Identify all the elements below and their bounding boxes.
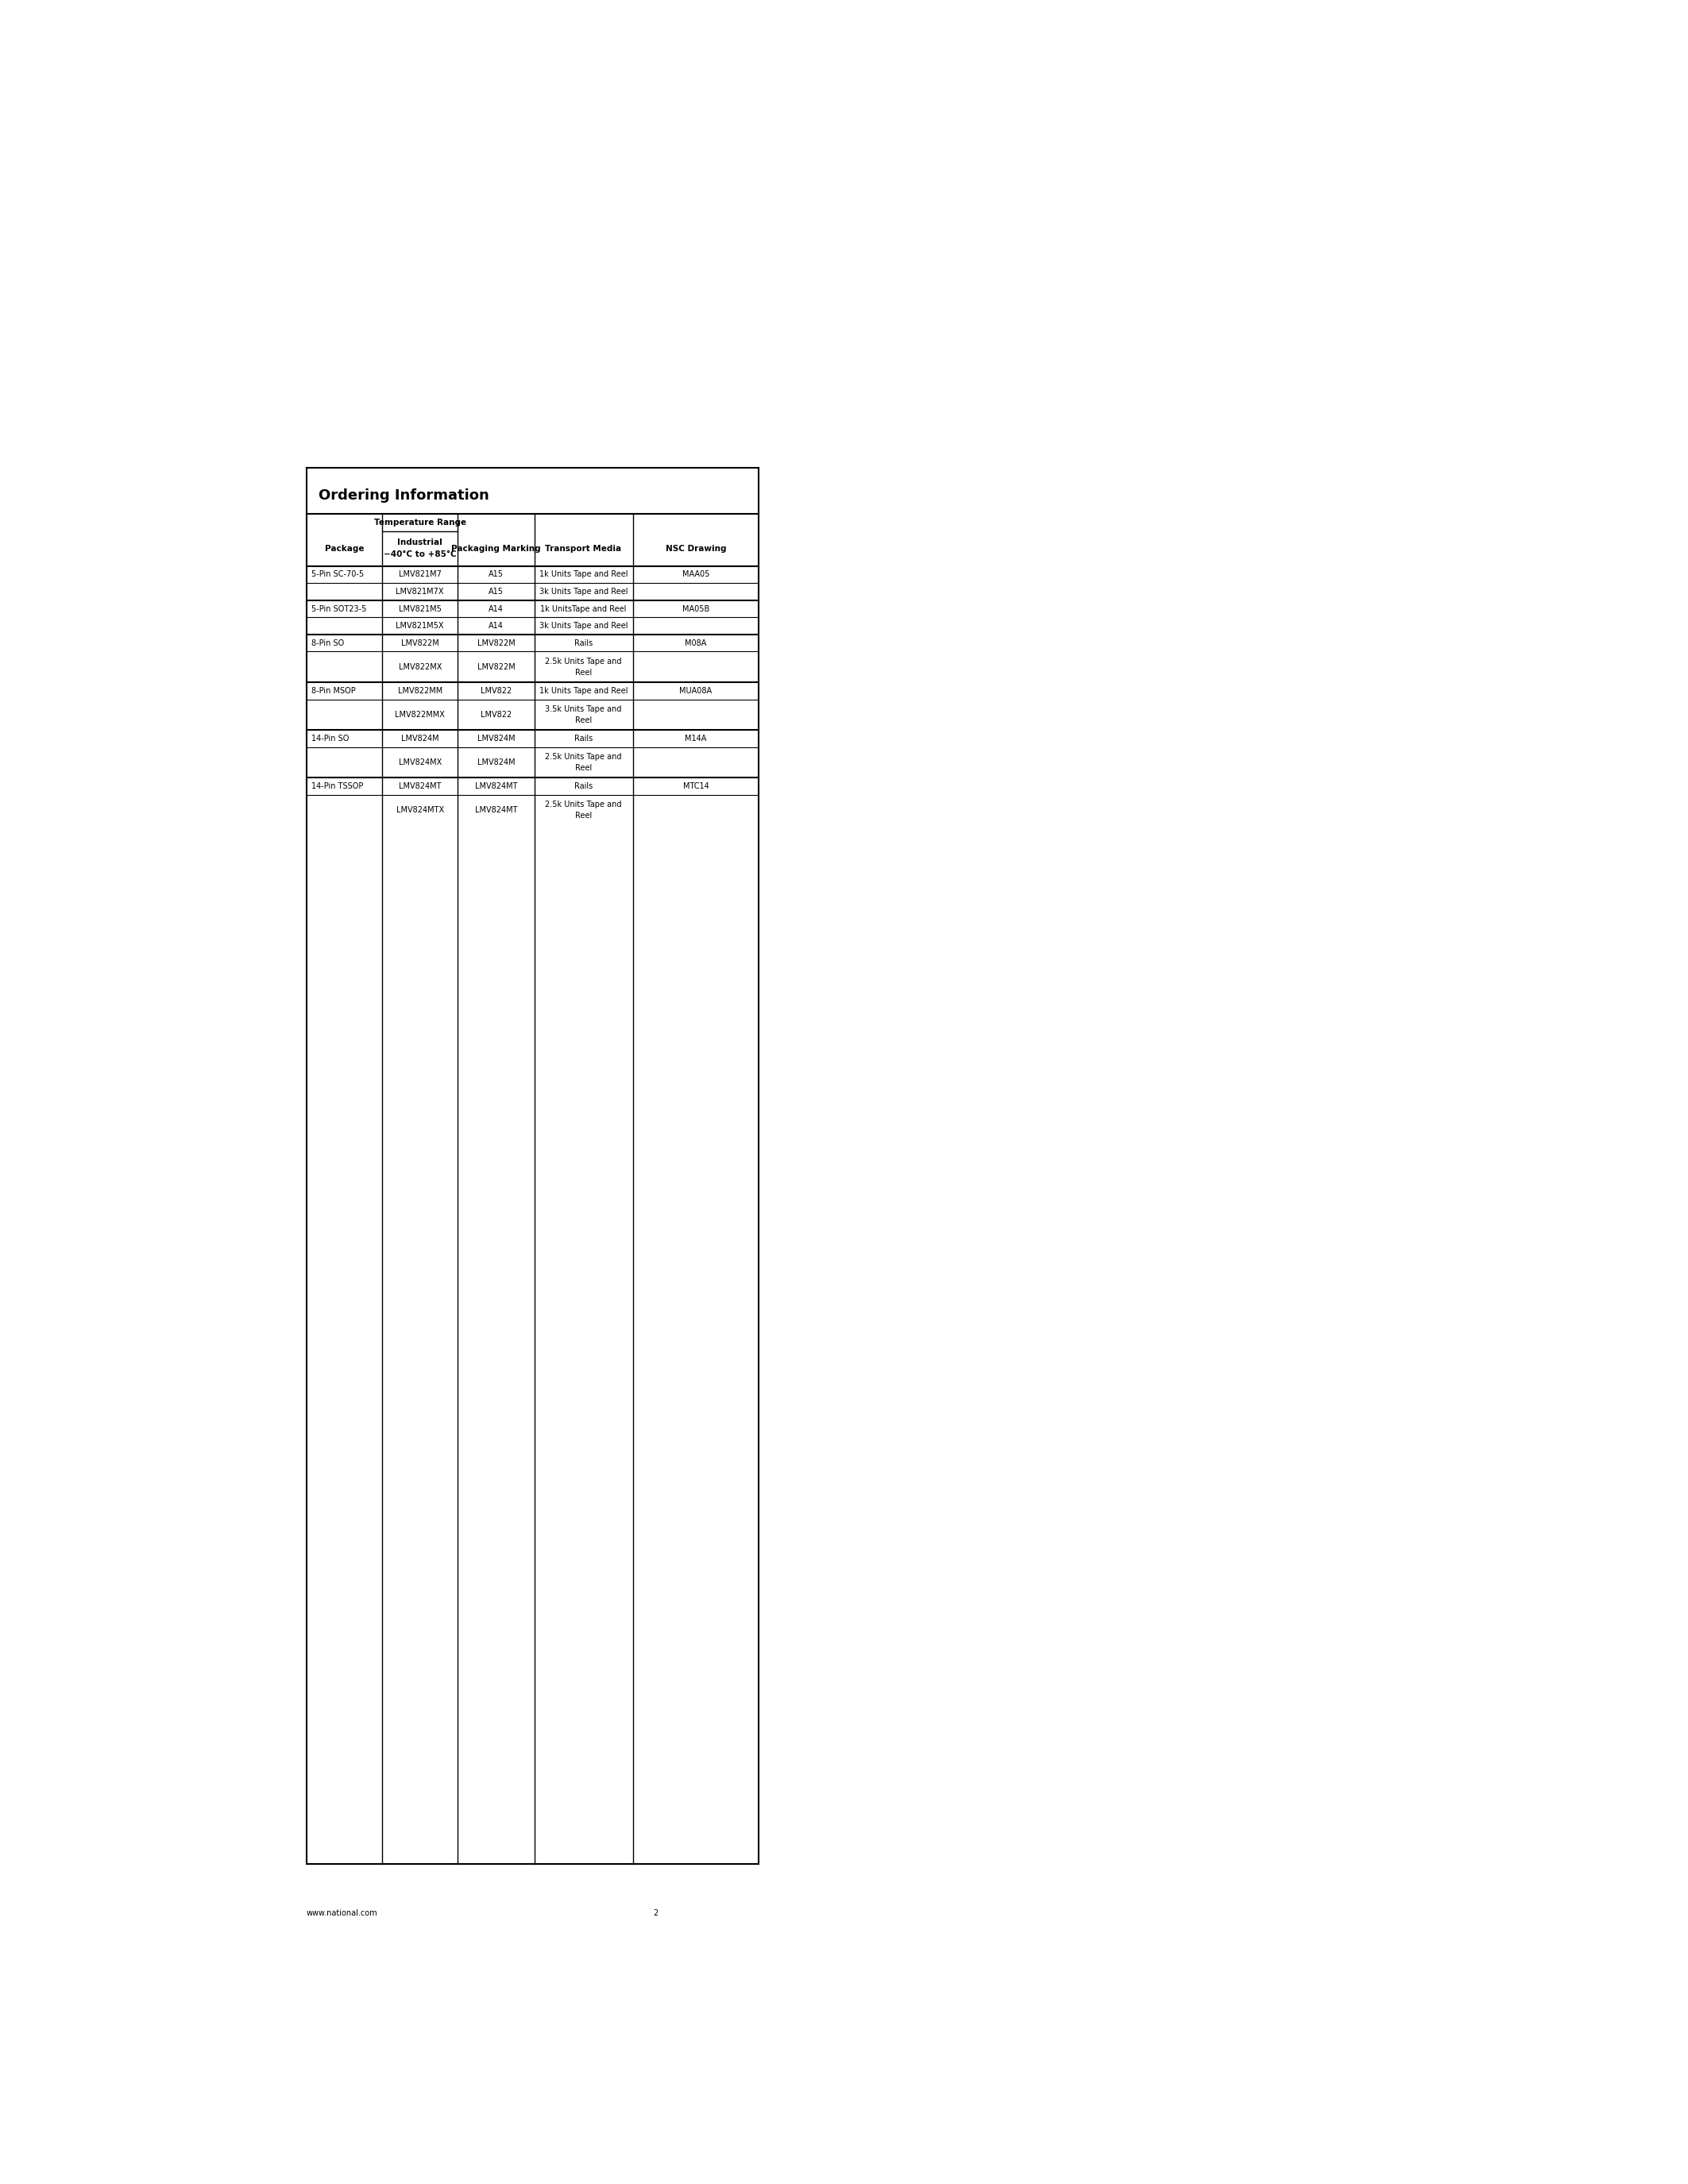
Text: 1k Units Tape and Reel: 1k Units Tape and Reel (538, 570, 628, 579)
Text: LMV821M7: LMV821M7 (398, 570, 441, 579)
Text: LMV822MM: LMV822MM (398, 686, 442, 695)
Text: A15: A15 (488, 570, 503, 579)
Text: 2.5k Units Tape and: 2.5k Units Tape and (545, 802, 621, 808)
Text: M14A: M14A (685, 734, 707, 743)
Text: LMV822MX: LMV822MX (398, 664, 442, 670)
Text: A15: A15 (488, 587, 503, 596)
Text: 8-Pin MSOP: 8-Pin MSOP (311, 686, 356, 695)
Text: NSC Drawing: NSC Drawing (665, 544, 726, 553)
Text: LMV824MX: LMV824MX (398, 758, 442, 767)
Text: LMV824MT: LMV824MT (474, 806, 517, 815)
Text: LMV824MT: LMV824MT (398, 782, 441, 791)
Text: Reel: Reel (576, 716, 592, 725)
Text: Packaging Marking: Packaging Marking (451, 544, 540, 553)
Text: Rails: Rails (574, 640, 592, 646)
Text: A14: A14 (488, 622, 503, 629)
Text: Ordering Information: Ordering Information (319, 489, 490, 502)
Text: 2.5k Units Tape and: 2.5k Units Tape and (545, 753, 621, 760)
Text: LMV824M: LMV824M (478, 758, 515, 767)
Text: Rails: Rails (574, 734, 592, 743)
Text: Temperature Range: Temperature Range (373, 518, 466, 526)
Text: LMV824M: LMV824M (478, 734, 515, 743)
Text: LMV822: LMV822 (481, 710, 511, 719)
Text: LMV821M7X: LMV821M7X (397, 587, 444, 596)
Text: 8-Pin SO: 8-Pin SO (311, 640, 344, 646)
Text: Transport Media: Transport Media (545, 544, 621, 553)
Text: Reel: Reel (576, 812, 592, 819)
Text: −40°C to +85°C: −40°C to +85°C (383, 550, 456, 559)
Text: Reel: Reel (576, 764, 592, 771)
Text: 3k Units Tape and Reel: 3k Units Tape and Reel (538, 587, 628, 596)
Text: 14-Pin SO: 14-Pin SO (311, 734, 349, 743)
Text: Package: Package (324, 544, 365, 553)
Text: LMV824M: LMV824M (402, 734, 439, 743)
Text: LMV822M: LMV822M (478, 664, 515, 670)
Text: 5-Pin SC-70-5: 5-Pin SC-70-5 (311, 570, 365, 579)
Text: MUA08A: MUA08A (680, 686, 712, 695)
Text: 2: 2 (653, 1909, 658, 1918)
Text: LMV821M5X: LMV821M5X (397, 622, 444, 629)
Text: M08A: M08A (685, 640, 707, 646)
Text: Reel: Reel (576, 668, 592, 677)
Text: LMV822MMX: LMV822MMX (395, 710, 446, 719)
Text: LMV822M: LMV822M (478, 640, 515, 646)
Text: Rails: Rails (574, 782, 592, 791)
Text: www.national.com: www.national.com (307, 1909, 378, 1918)
Text: MTC14: MTC14 (682, 782, 709, 791)
Text: 3.5k Units Tape and: 3.5k Units Tape and (545, 705, 621, 712)
Text: MA05B: MA05B (682, 605, 709, 614)
Text: 1k UnitsTape and Reel: 1k UnitsTape and Reel (540, 605, 626, 614)
Text: LMV822: LMV822 (481, 686, 511, 695)
Bar (307, 467, 760, 1865)
Text: LMV824MT: LMV824MT (474, 782, 517, 791)
Text: LMV824MTX: LMV824MTX (397, 806, 444, 815)
Text: Industrial: Industrial (397, 539, 442, 546)
Text: 14-Pin TSSOP: 14-Pin TSSOP (311, 782, 363, 791)
Text: LMV821M5: LMV821M5 (398, 605, 441, 614)
Text: MAA05: MAA05 (682, 570, 709, 579)
Text: 1k Units Tape and Reel: 1k Units Tape and Reel (538, 686, 628, 695)
Text: LMV822M: LMV822M (402, 640, 439, 646)
Text: 5-Pin SOT23-5: 5-Pin SOT23-5 (311, 605, 366, 614)
Text: A14: A14 (488, 605, 503, 614)
Text: 2.5k Units Tape and: 2.5k Units Tape and (545, 657, 621, 666)
Text: 3k Units Tape and Reel: 3k Units Tape and Reel (538, 622, 628, 629)
